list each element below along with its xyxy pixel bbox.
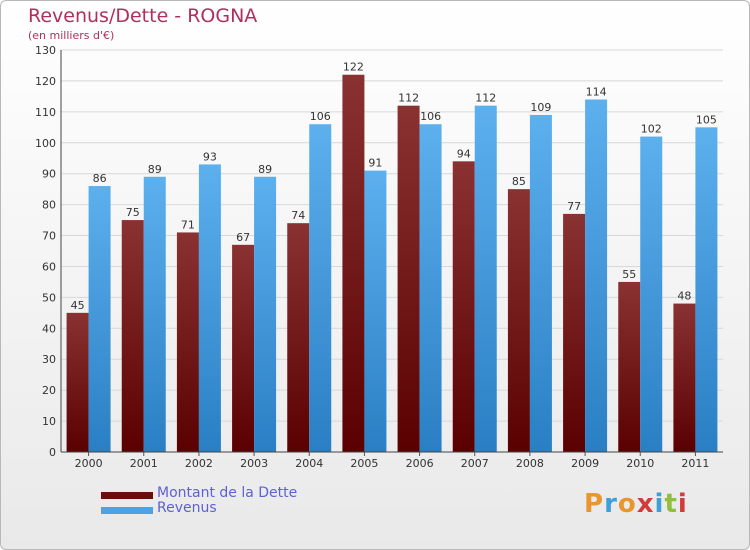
bar-revenus <box>88 186 111 453</box>
y-tick-label: 40 <box>42 322 56 335</box>
data-label: 112 <box>475 92 496 105</box>
bar-dette <box>673 303 696 452</box>
bar-dette <box>452 161 475 453</box>
x-tick-label: 2007 <box>461 457 489 470</box>
bar-dette <box>397 105 420 453</box>
bar-revenus <box>364 170 387 452</box>
data-labels: 4586758971936789741061229111210694112851… <box>71 61 717 312</box>
bar-dette <box>176 232 199 452</box>
bar-revenus <box>585 99 608 452</box>
logo-letter: o <box>617 489 637 519</box>
proxiti-logo: Proxiti <box>584 489 688 519</box>
bar-revenus <box>309 124 332 452</box>
x-tick-label: 2009 <box>571 457 599 470</box>
logo-letter: t <box>664 489 678 519</box>
y-tick-label: 50 <box>42 291 56 304</box>
x-tick-label: 2010 <box>626 457 654 470</box>
bar-dette <box>121 220 144 452</box>
logo-letter: x <box>636 489 655 519</box>
bar-revenus <box>254 176 277 453</box>
x-tick-label: 2000 <box>75 457 103 470</box>
x-tick-label: 2003 <box>240 457 268 470</box>
data-label: 106 <box>420 110 441 123</box>
data-label: 91 <box>368 157 382 170</box>
data-label: 89 <box>148 163 162 176</box>
bar-dette <box>342 74 365 452</box>
y-tick-label: 0 <box>49 446 56 459</box>
x-tick-label: 2004 <box>295 457 323 470</box>
bar-revenus <box>474 105 497 453</box>
bar-dette <box>232 244 255 452</box>
data-label: 94 <box>457 147 471 160</box>
bar-dette <box>287 223 310 452</box>
data-label: 102 <box>641 123 662 136</box>
data-label: 93 <box>203 150 217 163</box>
data-label: 77 <box>567 200 581 213</box>
x-tick-label: 2011 <box>681 457 709 470</box>
bar-revenus <box>640 136 663 453</box>
bar-dette <box>66 312 89 452</box>
y-tick-label: 30 <box>42 353 56 366</box>
data-label: 74 <box>291 209 305 222</box>
data-label: 106 <box>310 110 331 123</box>
data-label: 55 <box>622 268 636 281</box>
legend-label-revenus: Revenus <box>157 500 217 516</box>
x-tick-label: 2006 <box>406 457 434 470</box>
x-tick-label: 2002 <box>185 457 213 470</box>
data-label: 112 <box>398 92 419 105</box>
y-tick-label: 90 <box>42 168 56 181</box>
x-tick-label: 2001 <box>130 457 158 470</box>
data-label: 89 <box>258 163 272 176</box>
data-label: 122 <box>343 61 364 74</box>
bars <box>66 74 718 453</box>
chart-subtitle: (en milliers d'€) <box>28 29 115 42</box>
legend-swatch-dette <box>101 492 153 499</box>
bar-revenus <box>419 124 442 452</box>
logo-letter: P <box>584 489 605 519</box>
grid <box>61 49 723 422</box>
logo-letter: r <box>604 489 618 519</box>
data-label: 45 <box>71 299 85 312</box>
bar-revenus <box>529 114 552 452</box>
data-label: 85 <box>512 175 526 188</box>
data-label: 67 <box>236 231 250 244</box>
y-tick-label: 70 <box>42 230 56 243</box>
y-tick-label: 10 <box>42 415 56 428</box>
legend-label-dette: Montant de la Dette <box>157 485 298 501</box>
axes: 0 10 20 30 40 50 60 70 80 90 100 110 120 130 2000 2001 2… <box>35 44 723 470</box>
legend-swatch-revenus <box>101 507 153 514</box>
data-label: 109 <box>530 101 551 114</box>
x-tick-label: 2008 <box>516 457 544 470</box>
logo-letter: i <box>654 489 665 519</box>
data-label: 48 <box>677 290 691 303</box>
data-label: 105 <box>696 113 717 126</box>
data-label: 75 <box>126 206 140 219</box>
y-tick-label: 120 <box>35 75 56 88</box>
chart-title: Revenus/Dette - ROGNA <box>28 5 258 27</box>
y-tick-label: 20 <box>42 384 56 397</box>
bar-dette <box>618 281 641 452</box>
bar-dette <box>507 189 530 452</box>
y-tick-label: 110 <box>35 106 56 119</box>
bar-revenus <box>198 164 221 452</box>
data-label: 86 <box>93 172 107 185</box>
y-tick-label: 80 <box>42 199 56 212</box>
bar-revenus <box>143 176 166 453</box>
y-tick-label: 60 <box>42 260 56 273</box>
data-label: 114 <box>586 85 607 98</box>
logo-letter: i <box>677 489 688 519</box>
y-tick-label: 100 <box>35 137 56 150</box>
data-label: 71 <box>181 218 195 231</box>
y-tick-label: 130 <box>35 44 56 57</box>
bar-dette <box>563 213 586 452</box>
bar-revenus <box>695 127 718 453</box>
x-tick-label: 2005 <box>350 457 378 470</box>
